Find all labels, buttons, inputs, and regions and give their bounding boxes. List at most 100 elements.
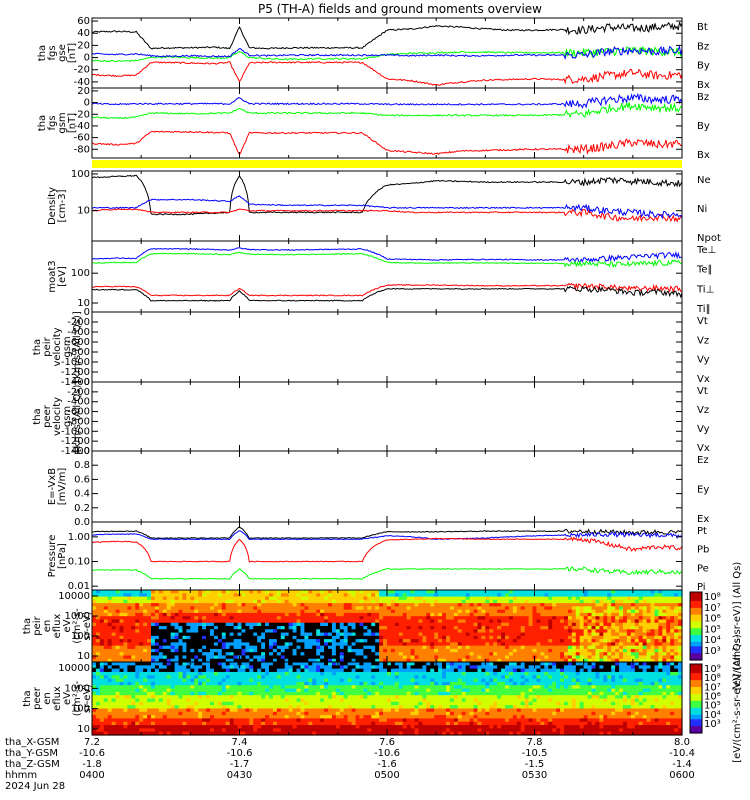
- legend-entry-Pi: Pi: [697, 582, 706, 593]
- series-By-line: [91, 102, 683, 120]
- legend-entry-Pt: Pt: [697, 526, 707, 537]
- series-Npot-line: [91, 195, 683, 220]
- panel-7: 0.0 0.2 0.4 0.6 0.8 1.0 E=-VxB [mV/m] Ez Ey Ex: [47, 446, 709, 528]
- y-tick-label: 1.0: [74, 446, 90, 457]
- footer-row-label: hhmm: [5, 770, 37, 781]
- page-title: P5 (TH-A) fields and ground moments over…: [258, 2, 542, 16]
- y-tick-label: 40: [77, 28, 90, 39]
- colorbar-label: [eV/(cm²-s-sr-eV)] (All Qs): [732, 634, 743, 763]
- y-axis-label: tha: [22, 690, 33, 706]
- y-axis-label: Density: [47, 187, 58, 225]
- footer-value: -1.4: [672, 759, 692, 770]
- y-axis-label: [eV]: [57, 266, 68, 287]
- date-label: 2024 Jun 28: [5, 781, 65, 792]
- y-tick-label: -40: [74, 77, 90, 88]
- footer-value: 7.4: [232, 737, 248, 748]
- y-tick-label: -1000: [61, 426, 90, 437]
- colorbar-label: [eV/(cm²-s-sr-eV)] (All Qs): [732, 562, 743, 691]
- y-tick-label: 1000: [65, 611, 90, 622]
- legend-entry-Ex: Ex: [697, 514, 709, 525]
- y-axis-label: eV: [62, 692, 73, 705]
- y-axis-label: gsm: [62, 336, 73, 357]
- footer-row-label: tha_Z-GSM: [5, 759, 60, 770]
- y-axis-label: [km/s (All Qs)]: [72, 381, 83, 453]
- footer-row-label: tha_Y-GSM: [5, 748, 58, 759]
- series-Ni-line: [91, 174, 683, 216]
- y-axis-label: [nT]: [67, 43, 78, 63]
- panel-frame: [91, 311, 683, 383]
- y-axis-label: E=-VxB: [47, 468, 58, 505]
- y-tick-label: -1200: [61, 367, 90, 378]
- y-axis-label: fgs: [47, 45, 58, 60]
- legend-entry-Ez: Ez: [697, 455, 709, 466]
- y-tick-label: -20: [74, 65, 90, 76]
- y-tick-label: 100: [71, 169, 90, 180]
- y-tick-label: 100: [71, 704, 90, 715]
- y-tick-label: -1200: [61, 436, 90, 447]
- y-tick-label: 10: [77, 651, 90, 662]
- series-Ne-line: [91, 207, 683, 223]
- y-tick-label: 1000: [65, 683, 90, 694]
- legend-entry-By: By: [697, 61, 710, 72]
- y-tick-label: -600: [67, 407, 90, 418]
- y-axis-label: Pressure: [47, 535, 58, 578]
- series-Bx-line: [91, 44, 683, 60]
- y-axis-label: gsm: [62, 406, 73, 427]
- legend-entry-Bx: Bx: [697, 150, 710, 161]
- colorbar-tick-label: 10³: [704, 646, 721, 657]
- legend-entry-Ne: Ne: [697, 175, 711, 186]
- panel-frame: [91, 521, 683, 591]
- y-tick-label: 0: [84, 377, 90, 388]
- series-Pt-line: [91, 526, 683, 539]
- y-axis-label: [cm-3]: [57, 189, 68, 222]
- colorbar-tick-label: 10³: [704, 719, 721, 730]
- y-tick-label: 20: [77, 40, 90, 51]
- y-tick-label: 10000: [58, 591, 90, 602]
- y-axis-label: tha: [37, 115, 48, 131]
- y-tick-label: 20: [77, 86, 90, 97]
- y-tick-label: -800: [67, 347, 90, 358]
- footer-value: 7.2: [84, 737, 100, 748]
- y-axis-label: gsm: [57, 112, 68, 133]
- legend-entry-Vt: Vt: [697, 386, 708, 397]
- series-Ti⊥-line: [91, 247, 683, 264]
- legend-entry-Bx: Bx: [697, 80, 710, 91]
- y-tick-label: -400: [67, 327, 90, 338]
- colorbar-tick-label: 10⁷: [704, 682, 721, 693]
- y-tick-label: 10: [77, 206, 90, 217]
- y-tick-label: 0.2: [74, 503, 90, 514]
- legend-entry-Bz: Bz: [697, 41, 709, 52]
- y-tick-label: -200: [67, 317, 90, 328]
- legend-entry-Pb: Pb: [697, 545, 709, 556]
- spectrogram-cells: [92, 662, 683, 736]
- y-tick-label: 10: [77, 724, 90, 735]
- legend-entry-Vz: Vz: [697, 335, 709, 346]
- panel-3: 10 100 Density [cm-3] Ne Ni Npot: [47, 169, 721, 244]
- y-axis-label: en: [42, 620, 53, 633]
- y-axis-label: (cm²-s-: [72, 608, 83, 644]
- legend-entry-Npot: Npot: [697, 233, 721, 244]
- colorbar-tick-label: 10⁸: [704, 592, 721, 603]
- y-tick-label: -200: [67, 387, 90, 398]
- colorbar-tick-label: 10⁵: [704, 701, 721, 712]
- legend-entry-Vx: Vx: [697, 443, 710, 454]
- y-tick-label: 1.00: [68, 532, 90, 543]
- y-axis-label: gse: [57, 44, 68, 62]
- series-Pe-line: [91, 566, 683, 580]
- y-axis-label: (cm²-s-: [72, 680, 83, 716]
- y-tick-label: 0.4: [74, 489, 90, 500]
- y-tick-label: 0: [84, 53, 90, 64]
- series-Bt-line: [91, 21, 683, 50]
- y-axis-label: eflux: [52, 686, 63, 711]
- colorbar-tick-label: 10⁹: [704, 664, 721, 675]
- panel-8: 0.01 0.10 1.00 Pressure [nPa] Pt Pb Pe Pi: [47, 521, 709, 593]
- footer-value: 0500: [374, 770, 399, 781]
- y-tick-label: -20: [74, 109, 90, 120]
- colorbar-tick-label: 10⁶: [704, 692, 721, 703]
- footer-value: 0600: [669, 770, 694, 781]
- y-tick-label: -800: [67, 416, 90, 427]
